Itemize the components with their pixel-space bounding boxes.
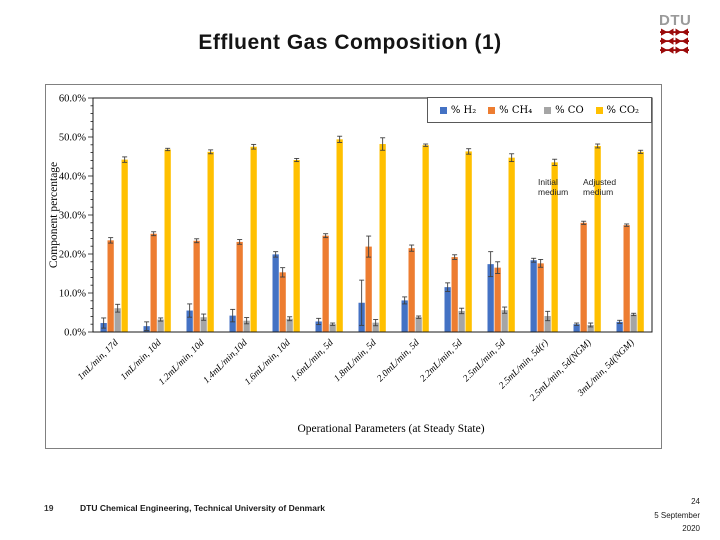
bar-series0-cat12 [616,321,623,332]
x-tick-label: 1.8mL/min, 5d [333,338,379,384]
y-axis-title: Component percentage [48,162,60,268]
bar-series1-cat12 [623,225,630,332]
bar-series2-cat2 [200,317,207,332]
bar-series2-cat7 [415,317,422,332]
y-tick-label: 30.0% [59,211,86,222]
bar-series3-cat11 [594,145,601,332]
x-tick-label: 1.6mL/min, 10d [243,338,293,388]
bar-series3-cat1 [164,149,171,332]
bar-series2-cat3 [243,320,250,332]
bar-series1-cat6 [365,246,372,332]
chart-legend: % H₂ % CH₄ % CO % CO₂ [427,97,652,123]
bar-series1-cat7 [408,248,415,332]
bar-series2-cat1 [157,319,164,332]
dtu-logo-text: DTU [659,12,692,29]
dtu-logo: DTU [659,13,699,60]
footer-date-line1: 5 September [654,510,700,520]
plot-border [92,97,653,333]
bar-series0-cat10 [530,260,537,332]
bar-chart: 0.0% 10.0% 20.0% 30.0% 40.0% 50.0% 60.0% 1mL/mi… [48,94,653,435]
page-title: Effluent Gas Composition (1) [198,31,502,54]
bar-series2-cat11 [587,324,594,332]
legend-item-3: % CO₂ [595,104,640,116]
legend-item-2: % CO [544,105,584,116]
bar-series3-cat4 [293,160,300,332]
legend-swatch [439,106,447,114]
bar-series0-cat7 [401,300,408,332]
y-tick-label: 40.0% [59,172,86,183]
bar-series2-cat8 [458,310,465,332]
x-tick-label: 1.2mL/min, 10d [157,338,207,388]
legend-swatch [544,106,552,114]
bar-series3-cat10 [551,162,558,332]
bar-series2-cat5 [329,324,336,332]
bar-series3-cat2 [207,151,214,332]
legend-item-1: % CH₄ [488,105,532,116]
bar-series3-cat12 [637,151,644,332]
bar-series3-cat5 [336,139,343,332]
bar-series0-cat5 [315,321,322,332]
x-tick-label: 2.2mL/min, 5d [419,338,465,384]
legend-swatch [595,106,603,114]
x-tick-label: 2.5mL/min, 5d [462,338,508,384]
y-tick-label: 0.0% [64,328,86,339]
footer-page-number: 19 [44,503,54,513]
bar-series1-cat0 [107,240,114,332]
bar-series2-cat12 [630,314,637,332]
bar-series3-cat8 [465,151,472,332]
y-tick-label: 60.0% [59,94,86,105]
legend-label: % H₂ [450,104,477,116]
footer-slide-number: 24 [691,497,700,506]
bar-series1-cat2 [193,240,200,332]
bar-series1-cat11 [580,222,587,332]
bar-series1-cat10 [537,263,544,332]
legend-label: % CO₂ [606,104,640,116]
x-tick-label: 1.6mL/min, 5d [290,338,336,384]
dtu-logo-symbol [660,28,689,54]
x-tick-label: 2.0mL/min, 5d [376,338,422,384]
bar-series1-cat8 [451,257,458,332]
y-tick-label: 10.0% [59,289,86,300]
legend-label: % CO [555,104,584,116]
bar-series1-cat3 [236,241,243,332]
bar-series0-cat2 [186,310,193,332]
footer-date-line2: 2020 [682,524,700,533]
bar-series3-cat9 [508,157,515,332]
legend-item-0: % H₂ [439,104,477,116]
annotation-1: Adjusted medium [583,177,617,197]
bar-series2-cat6 [372,322,379,332]
bar-series3-cat0 [121,159,128,332]
bar-series3-cat7 [422,145,429,332]
bar-series0-cat4 [272,254,279,332]
bar-series3-cat3 [250,146,257,332]
bar-series2-cat9 [501,310,508,332]
footer-date-block: 24 5 September 2020 [580,495,700,536]
bar-series0-cat3 [229,315,236,332]
x-tick-label: 1.4mL/min,10d [202,338,250,386]
y-tick-label: 50.0% [59,133,86,144]
y-tick-label: 20.0% [59,250,86,261]
footer-affiliation: DTU Chemical Engineering, Technical Univ… [80,503,325,513]
bar-series3-cat6 [379,144,386,332]
annotation-0: Initial medium [538,177,569,197]
bar-series1-cat1 [150,233,157,332]
bar-series0-cat9 [487,264,494,332]
bar-series1-cat4 [279,272,286,332]
bar-series2-cat0 [114,308,121,332]
legend-swatch [488,106,496,114]
x-axis-title: Operational Parameters (at Steady State) [297,423,484,435]
bar-series1-cat5 [322,235,329,332]
chart-area: 0.0% 10.0% 20.0% 30.0% 40.0% 50.0% 60.0% 1mL/mi… [45,84,662,449]
bar-series0-cat11 [573,324,580,332]
bar-series2-cat10 [544,316,551,332]
bar-series1-cat9 [494,267,501,332]
x-tick-label: 1mL/min, 17d [76,338,121,383]
bar-series2-cat4 [286,318,293,332]
bar-series0-cat8 [444,287,451,332]
x-tick-label: 1mL/min, 10d [119,338,164,383]
legend-label: % CH₄ [499,104,533,116]
